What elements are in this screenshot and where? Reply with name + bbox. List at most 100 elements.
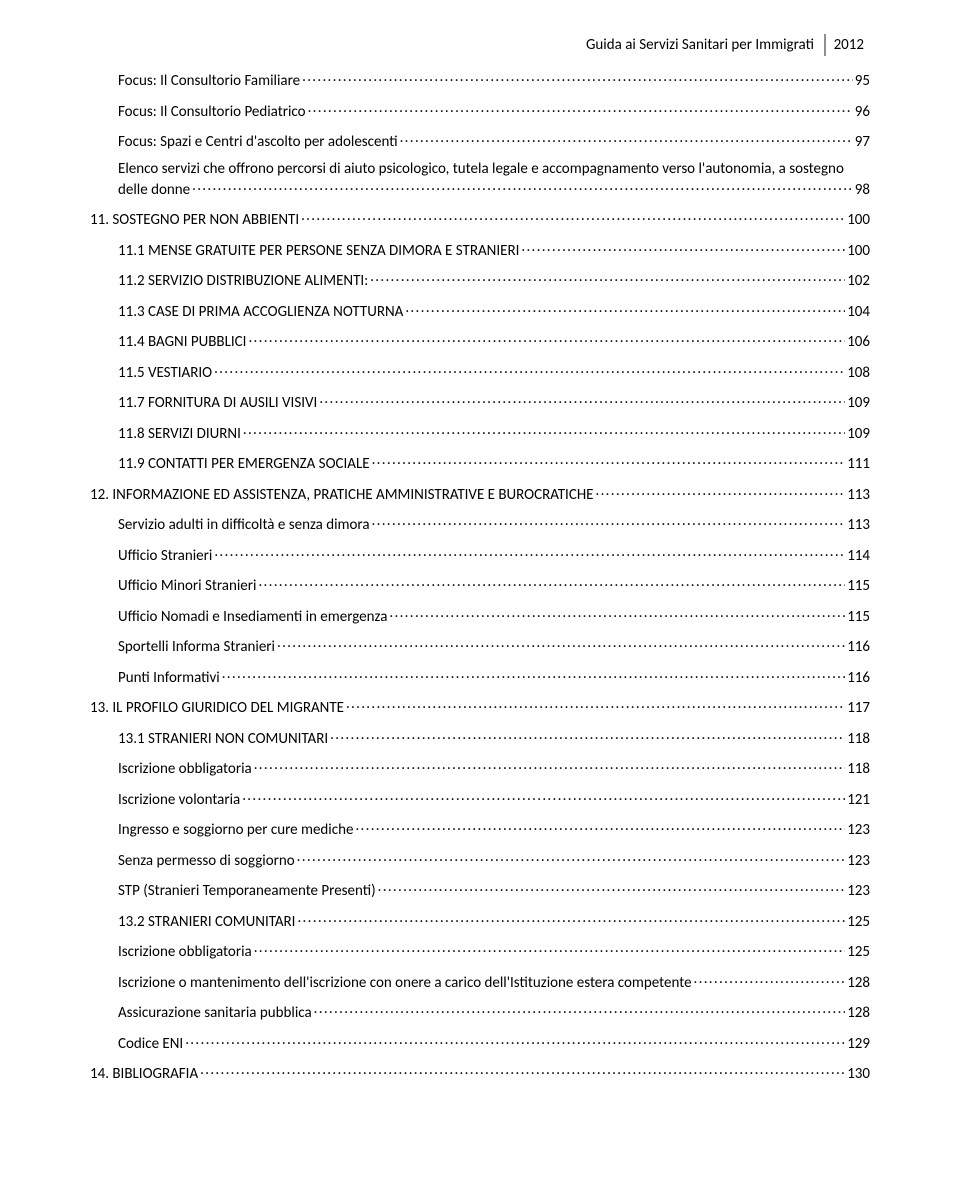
toc-entry: 13.1 STRANIERI NON COMUNITARI118 [90, 728, 870, 747]
toc-entry: Punti Informativi 116 [90, 667, 870, 686]
toc-page-number: 130 [847, 1067, 870, 1082]
toc-entry: Ufficio Minori Stranieri 115 [90, 575, 870, 594]
toc-dot-leader [346, 697, 845, 712]
toc-dot-leader [330, 728, 845, 743]
toc-dot-leader [302, 70, 853, 85]
toc-label: 11.8 SERVIZI DIURNI [118, 427, 241, 442]
toc-entry: Focus: Spazi e Centri d'ascolto per adol… [90, 131, 870, 150]
toc-entry: Ufficio Nomadi e Insediamenti in emergen… [90, 606, 870, 625]
toc-page-number: 115 [847, 610, 870, 625]
toc-dot-leader [192, 179, 853, 194]
toc-dot-leader [400, 131, 853, 146]
toc-label: Elenco servizi che offrono percorsi di a… [118, 162, 844, 177]
toc-page-number: 116 [847, 640, 870, 655]
toc-page-number: 106 [847, 335, 870, 350]
toc-dot-leader [319, 392, 845, 407]
toc-label: Focus: Il Consultorio Familiare [118, 74, 300, 89]
toc-dot-leader [596, 484, 846, 499]
toc-entry: 14. BIBLIOGRAFIA 130 [90, 1063, 870, 1082]
toc-dot-leader [308, 101, 853, 116]
toc-page-number: 123 [847, 884, 870, 899]
toc-page-number: 104 [847, 305, 870, 320]
toc-page-number: 121 [847, 793, 870, 808]
toc-page-number: 96 [855, 105, 870, 120]
toc-page-number: 100 [847, 213, 870, 228]
toc-entry: 11.1 MENSE GRATUITE PER PERSONE SENZA DI… [90, 240, 870, 259]
toc-page-number: 109 [847, 396, 870, 411]
table-of-contents: Focus: Il Consultorio Familiare95Focus: … [90, 70, 870, 1082]
toc-page-number: 125 [847, 945, 870, 960]
toc-page-number: 123 [847, 823, 870, 838]
toc-label: Servizio adulti in difficoltà e senza di… [118, 518, 370, 533]
toc-page-number: 128 [847, 1006, 870, 1021]
toc-dot-leader [254, 941, 845, 956]
toc-dot-leader [370, 270, 845, 285]
toc-label: 14. BIBLIOGRAFIA [90, 1067, 198, 1082]
toc-page-number: 117 [847, 701, 870, 716]
toc-entry: 11. SOSTEGNO PER NON ABBIENTI 100 [90, 209, 870, 228]
toc-label: STP (Stranieri Temporaneamente Presenti) [118, 884, 376, 899]
toc-page-number: 123 [847, 854, 870, 869]
toc-entry: Focus: Il Consultorio Pediatrico 96 [90, 101, 870, 120]
toc-label: 11.7 FORNITURA DI AUSILI VISIVI [118, 396, 317, 411]
toc-page-number: 111 [847, 457, 870, 472]
toc-label: Iscrizione o mantenimento dell'iscrizion… [118, 976, 692, 991]
toc-entry: Elenco servizi che offrono percorsi di a… [90, 162, 870, 177]
toc-label: Assicurazione sanitaria pubblica [118, 1006, 312, 1021]
toc-label: Punti Informativi [118, 671, 220, 686]
toc-entry: 12. INFORMAZIONE ED ASSISTENZA, PRATICHE… [90, 484, 870, 503]
toc-entry: Iscrizione volontaria 121 [90, 789, 870, 808]
toc-entry: Iscrizione obbligatoria125 [90, 941, 870, 960]
toc-page-number: 125 [847, 915, 870, 930]
toc-entry: 11.5 VESTIARIO108 [90, 362, 870, 381]
toc-entry: 13. IL PROFILO GIURIDICO DEL MIGRANTE 117 [90, 697, 870, 716]
toc-dot-leader [297, 911, 845, 926]
toc-label: 11.3 CASE DI PRIMA ACCOGLIENZA NOTTURNA [118, 305, 403, 320]
toc-page-number: 108 [847, 366, 870, 381]
toc-label: Focus: Il Consultorio Pediatrico [118, 105, 306, 120]
toc-label: 11.4 BAGNI PUBBLICI [118, 335, 246, 350]
toc-entry: 11.7 FORNITURA DI AUSILI VISIVI 109 [90, 392, 870, 411]
toc-dot-leader [694, 972, 846, 987]
toc-label: Codice ENI [118, 1037, 183, 1052]
header-title: Guida ai Servizi Sanitari per Immigrati [586, 36, 814, 54]
toc-dot-leader [355, 819, 845, 834]
toc-page-number: 109 [847, 427, 870, 442]
toc-dot-leader [214, 545, 845, 560]
toc-label: 12. INFORMAZIONE ED ASSISTENZA, PRATICHE… [90, 488, 594, 503]
toc-dot-leader [254, 758, 845, 773]
toc-label: Ufficio Minori Stranieri [118, 579, 256, 594]
toc-page-number: 115 [847, 579, 870, 594]
toc-dot-leader [521, 240, 845, 255]
toc-entry: Focus: Il Consultorio Familiare 95 [90, 70, 870, 89]
toc-dot-leader [378, 880, 846, 895]
toc-dot-leader [185, 1033, 845, 1048]
toc-dot-leader [314, 1002, 846, 1017]
toc-dot-leader [297, 850, 846, 865]
toc-page-number: 100 [847, 244, 870, 259]
toc-label: 13. IL PROFILO GIURIDICO DEL MIGRANTE [90, 701, 344, 716]
toc-entry: 11.8 SERVIZI DIURNI 109 [90, 423, 870, 442]
toc-entry: STP (Stranieri Temporaneamente Presenti)… [90, 880, 870, 899]
toc-entry: 13.2 STRANIERI COMUNITARI 125 [90, 911, 870, 930]
toc-dot-leader [301, 209, 845, 224]
toc-label: Focus: Spazi e Centri d'ascolto per adol… [118, 135, 398, 150]
toc-label: Iscrizione volontaria [118, 793, 240, 808]
toc-page-number: 113 [847, 488, 870, 503]
toc-label: 13.2 STRANIERI COMUNITARI [118, 915, 295, 930]
toc-label: 11.9 CONTATTI PER EMERGENZA SOCIALE [118, 457, 370, 472]
toc-label: 11. SOSTEGNO PER NON ABBIENTI [90, 213, 299, 228]
toc-entry: Codice ENI129 [90, 1033, 870, 1052]
toc-label: Iscrizione obbligatoria [118, 762, 252, 777]
toc-label: Ingresso e soggiorno per cure mediche [118, 823, 353, 838]
toc-page-number: 95 [855, 74, 870, 89]
toc-page-number: 116 [847, 671, 870, 686]
toc-entry: Senza permesso di soggiorno123 [90, 850, 870, 869]
toc-dot-leader [405, 301, 845, 316]
toc-dot-leader [389, 606, 845, 621]
toc-label: Sportelli Informa Stranieri [118, 640, 275, 655]
toc-page-number: 98 [855, 183, 870, 198]
toc-entry: delle donne98 [90, 179, 870, 198]
toc-dot-leader [222, 667, 845, 682]
toc-label: Ufficio Stranieri [118, 549, 212, 564]
